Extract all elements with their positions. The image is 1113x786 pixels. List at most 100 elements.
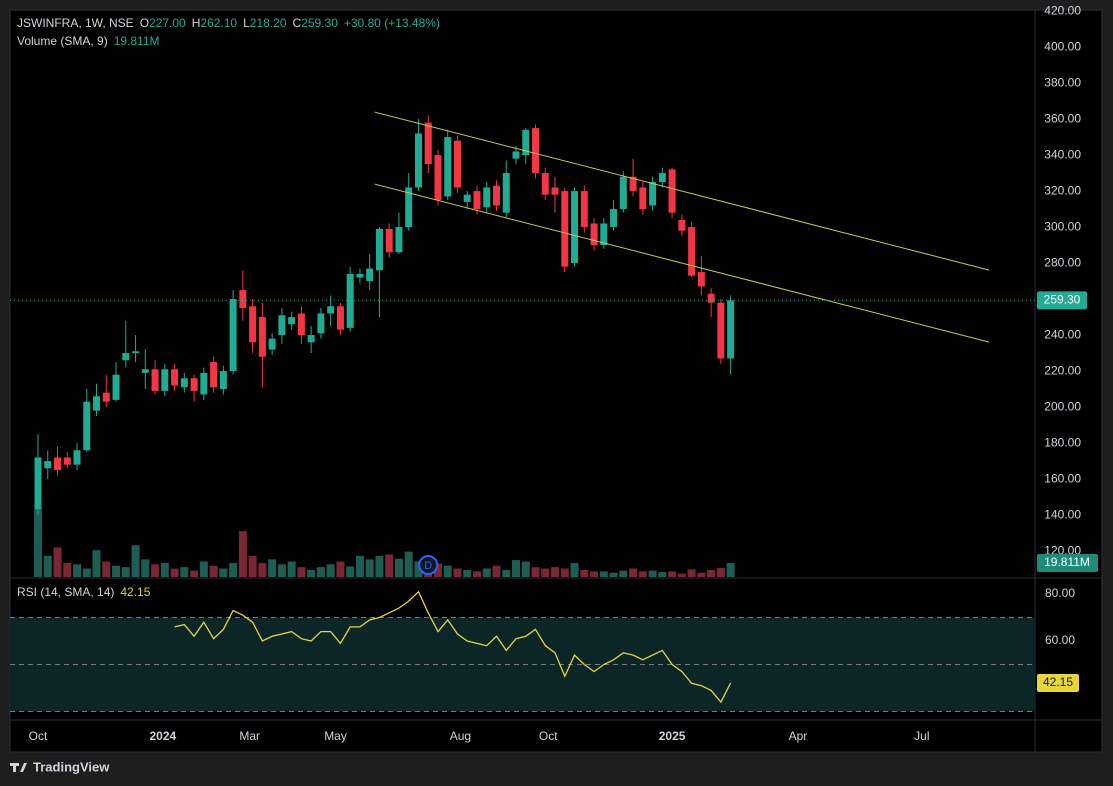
y-tick-label: 200.00 xyxy=(1044,399,1081,413)
volume-bar xyxy=(560,568,569,577)
volume-bar xyxy=(590,571,599,577)
candle-body xyxy=(375,228,383,271)
volume-bar xyxy=(297,567,306,577)
candle-body xyxy=(434,155,442,201)
x-tick-label: 2025 xyxy=(659,729,686,743)
volume-bar xyxy=(619,570,628,577)
volume-bar xyxy=(375,555,384,577)
volume-bar xyxy=(512,560,521,577)
candle-body xyxy=(229,299,237,372)
candle-body xyxy=(102,392,110,402)
volume-bar xyxy=(414,561,423,577)
volume-bar xyxy=(102,561,111,577)
candle-body xyxy=(463,194,471,202)
candle-body xyxy=(405,187,413,228)
volume-bar xyxy=(385,554,394,577)
y-tick-label: 400.00 xyxy=(1044,39,1081,53)
candle-body xyxy=(54,457,62,471)
candle-body xyxy=(707,293,715,303)
ohlc-value: 227.00 xyxy=(149,16,186,30)
candle-body xyxy=(161,369,169,391)
candle-body xyxy=(307,335,315,343)
volume-bar xyxy=(551,567,560,577)
candle-body xyxy=(610,209,618,228)
rsi-legend-name: RSI (14, SMA, 14) xyxy=(17,585,114,599)
volume-bar xyxy=(697,572,706,577)
logo-icon xyxy=(10,763,27,772)
rsi-legend-value: 42.15 xyxy=(120,585,150,599)
volume-bar xyxy=(43,555,52,577)
volume-bar xyxy=(121,567,130,577)
candle-body xyxy=(93,396,101,411)
header-item: JSWINFRA, 1W, NSE xyxy=(17,16,134,30)
candle-body xyxy=(395,227,403,253)
volume-bar xyxy=(658,572,667,577)
tradingview-logo: TradingView xyxy=(10,759,110,774)
volume-bar xyxy=(73,564,82,577)
ohlc-key: O xyxy=(140,16,149,30)
volume-bar xyxy=(609,572,618,577)
candle-body xyxy=(141,369,149,373)
candle-body xyxy=(83,401,91,451)
volume-bar xyxy=(472,571,481,577)
rsi-line xyxy=(174,590,732,704)
candle-body xyxy=(639,187,647,210)
candle-body xyxy=(151,369,159,391)
rsi-tick-label: 80.00 xyxy=(1045,586,1075,600)
volume-bar xyxy=(33,509,42,577)
candle-body xyxy=(590,223,598,246)
y-tick-label: 140.00 xyxy=(1044,507,1081,521)
volume-bar xyxy=(258,562,267,577)
volume-legend-name: Volume (SMA, 9) xyxy=(17,34,108,48)
volume-bar xyxy=(112,565,121,577)
candle-body xyxy=(73,450,81,465)
candle-body xyxy=(180,378,188,388)
candle-body xyxy=(512,151,520,159)
y-tick-label: 120.00 xyxy=(1044,543,1081,557)
x-tick-label: 2024 xyxy=(150,729,177,743)
volume-bar xyxy=(716,567,725,577)
x-tick-label: Oct xyxy=(29,729,48,743)
x-tick-label: May xyxy=(324,729,347,743)
candle-body xyxy=(580,191,588,228)
y-tick-label: 240.00 xyxy=(1044,327,1081,341)
y-tick-label: 340.00 xyxy=(1044,147,1081,161)
candle-body xyxy=(122,353,130,361)
trendline xyxy=(374,111,990,271)
candle-body xyxy=(629,176,637,192)
volume-bar xyxy=(648,570,657,577)
trendline xyxy=(374,183,990,343)
volume-bar xyxy=(521,561,530,577)
candle-body xyxy=(532,128,540,174)
candle-body xyxy=(688,227,696,276)
volume-bar xyxy=(433,563,442,577)
volume-bar xyxy=(151,564,160,577)
volume-bar xyxy=(268,559,277,577)
candle-body xyxy=(366,268,374,282)
volume-bar xyxy=(346,566,355,577)
y-tick-label: 280.00 xyxy=(1044,255,1081,269)
volume-bar xyxy=(53,547,62,577)
volume-bar xyxy=(287,561,296,577)
volume-bar xyxy=(170,568,179,577)
volume-bar xyxy=(580,569,589,577)
rsi-value-label: 42.15 xyxy=(1043,675,1073,689)
volume-bar xyxy=(707,569,716,577)
volume-bar xyxy=(677,573,686,577)
y-tick-label: 160.00 xyxy=(1044,471,1081,485)
volume-bar xyxy=(180,567,189,577)
volume-bar xyxy=(599,571,608,577)
candle-body xyxy=(268,338,276,350)
candle-body xyxy=(210,362,218,388)
volume-bar xyxy=(394,558,403,577)
y-tick-label: 180.00 xyxy=(1044,435,1081,449)
volume-bar xyxy=(531,567,540,577)
volume-bar xyxy=(160,562,169,577)
candle-body xyxy=(190,378,198,391)
volume-bar xyxy=(404,551,413,577)
volume-bar xyxy=(502,569,511,577)
volume-bar xyxy=(453,568,462,577)
candle-body xyxy=(385,228,393,253)
candle-body xyxy=(44,461,52,469)
